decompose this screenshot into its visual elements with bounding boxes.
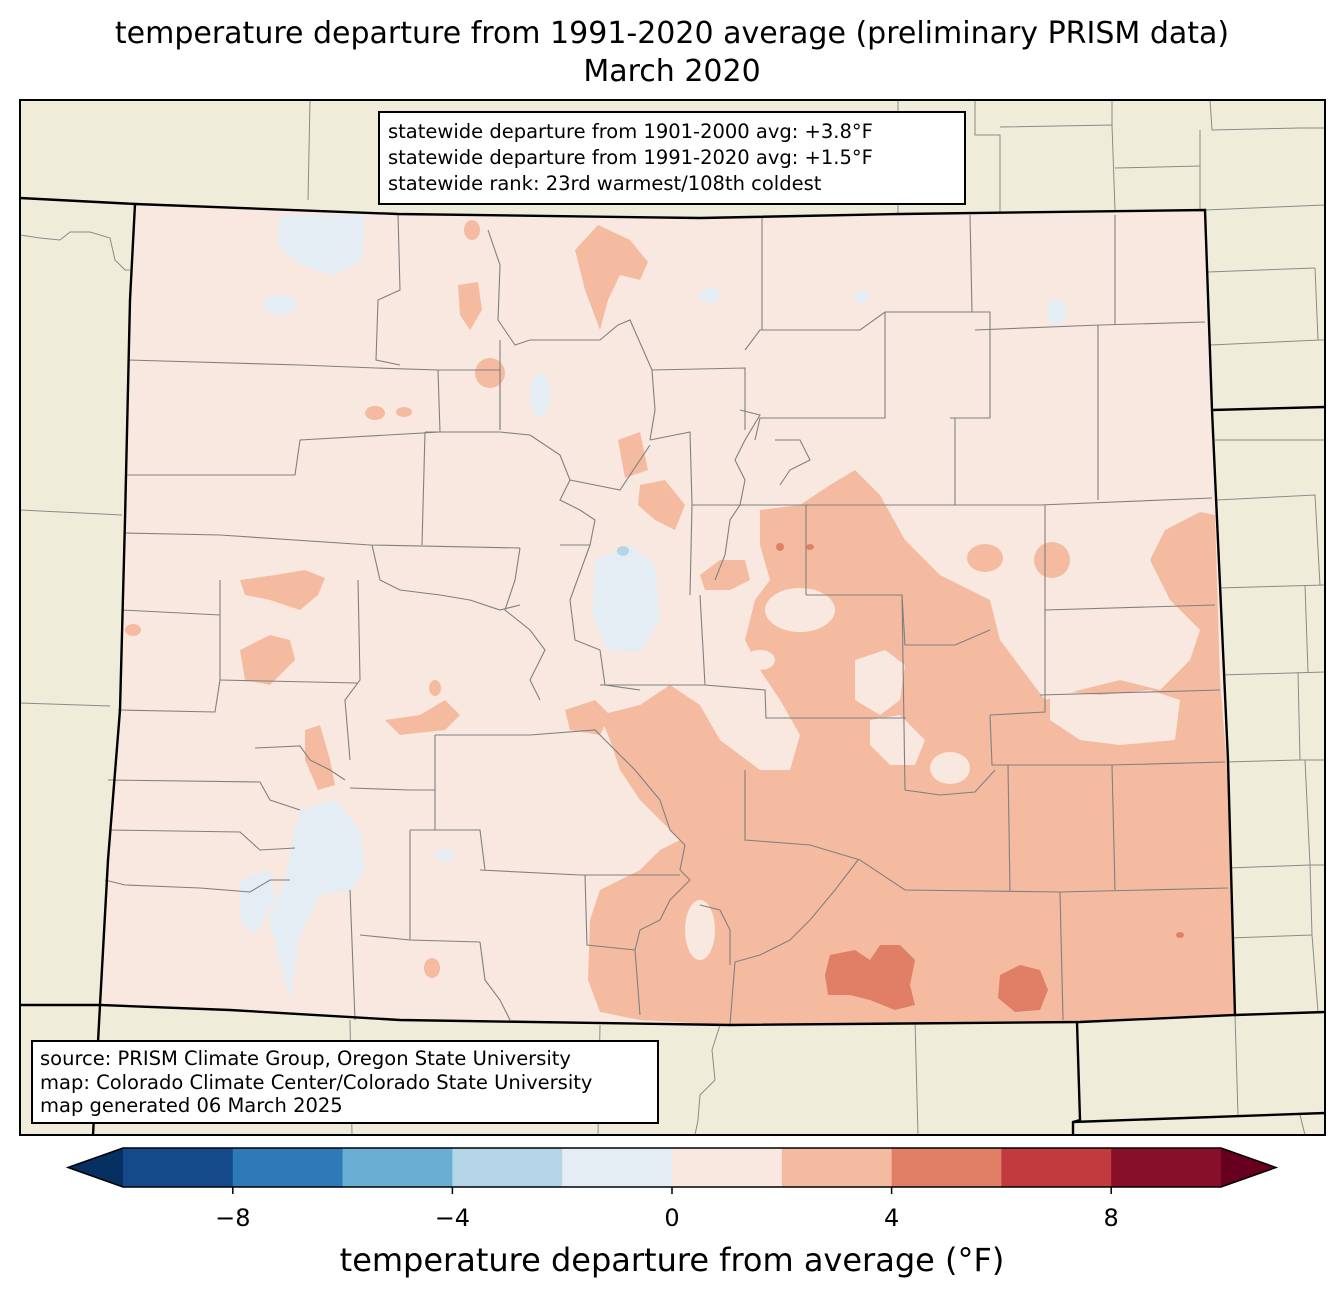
- map-title: temperature departure from 1991-2020 ave…: [114, 16, 1230, 51]
- cool-anomaly-regions: [240, 215, 1067, 1000]
- colorbar-tick-label: 8: [1103, 1204, 1119, 1232]
- hot-anomaly-regions: [776, 543, 1184, 1012]
- colorbar-bin: [123, 1148, 234, 1187]
- colorbar-bins: [65, 1147, 1279, 1188]
- generated-date-line: map generated 06 March 2025: [40, 1094, 343, 1117]
- colorbar-bin: [342, 1148, 453, 1187]
- colorbar-bin: [672, 1148, 783, 1187]
- colorbar-bin: [1111, 1148, 1222, 1187]
- map-credit-line: map: Colorado Climate Center/Colorado St…: [40, 1070, 593, 1094]
- colorbar-tick-marks: [232, 1187, 1112, 1194]
- stats-line-rank: statewide rank: 23rd warmest/108th colde…: [388, 172, 822, 195]
- colorbar-outline: [65, 1147, 1279, 1188]
- colorbar-tick-label: 0: [664, 1204, 680, 1232]
- source-line: source: PRISM Climate Group, Oregon Stat…: [40, 1047, 571, 1070]
- colorbar-extend-low: [68, 1148, 123, 1187]
- colorbar-label: temperature departure from average (°F): [339, 1241, 1005, 1279]
- map-frame: [19, 99, 1326, 1136]
- stats-line-1991-2020: statewide departure from 1991-2020 avg: …: [388, 146, 873, 169]
- colorbar-bin: [452, 1148, 563, 1187]
- colorbar-bin: [891, 1148, 1002, 1187]
- colorbar: [65, 1147, 1279, 1194]
- source-credits-box: source: PRISM Climate Group, Oregon Stat…: [31, 1040, 659, 1124]
- colorbar-bin: [781, 1148, 893, 1187]
- statewide-stats-box: statewide departure from 1901-2000 avg: …: [378, 111, 966, 205]
- colorbar-tick-label: 4: [883, 1204, 900, 1232]
- near-normal-pockets: [685, 588, 1180, 960]
- colorbar-extend-high: [1221, 1148, 1276, 1187]
- state-boundaries: [19, 196, 1326, 1136]
- cool-anomaly-spot: [617, 546, 629, 556]
- colorbar-bin: [1001, 1148, 1112, 1187]
- colorbar-bin: [562, 1148, 673, 1187]
- stats-line-1901-2000: statewide departure from 1901-2000 avg: …: [388, 120, 873, 143]
- map-subtitle: March 2020: [583, 54, 761, 89]
- colorbar-tick-label: −8: [215, 1204, 251, 1232]
- colorbar-tick-label: −4: [434, 1204, 471, 1232]
- colorbar-bin: [232, 1148, 344, 1187]
- county-boundaries: [104, 213, 1229, 1026]
